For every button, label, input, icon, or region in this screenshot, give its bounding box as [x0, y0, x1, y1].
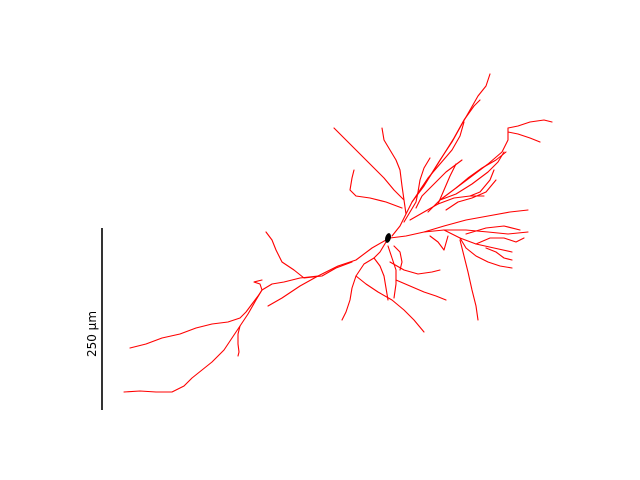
dendrite-right-6 [429, 235, 449, 251]
dendrite-lower-3 [355, 275, 425, 333]
dendrite-upper-7 [427, 119, 553, 213]
dendrite-right-8 [475, 237, 525, 245]
dendrite-upper-6 [419, 121, 465, 191]
dendrite-upper-4 [349, 169, 403, 209]
dendrite-upper-14 [403, 157, 431, 223]
dendrite-upper-15 [437, 163, 457, 205]
dendrite-lower-left-branch-c [123, 289, 263, 393]
dendrite-lower-6 [395, 279, 447, 301]
scale-bar-label: 250 μm [85, 311, 99, 357]
neuron-dendrites [123, 73, 553, 393]
dendrite-upper-11 [415, 159, 463, 209]
dendrite-right-7 [459, 239, 479, 321]
soma [385, 233, 391, 243]
dendrite-upper-8 [439, 151, 505, 201]
dendrite-lower-7 [393, 245, 403, 271]
dendrite-lower-2 [373, 257, 389, 301]
dendrite-right-9 [485, 247, 513, 261]
dendrite-lower-5 [389, 261, 441, 275]
dendrite-right-4 [459, 237, 513, 269]
dendrite-lower-left-main [267, 239, 387, 307]
dendrite-upper-2 [381, 127, 407, 215]
dendrite-upper-12 [409, 195, 485, 221]
dendrite-lower-left-branch-b [129, 275, 319, 349]
dendrite-upper-1 [391, 73, 491, 237]
dendrite-upper-13 [469, 169, 495, 197]
dendrite-upper-9 [455, 151, 507, 189]
dendrite-upper-10 [507, 131, 541, 143]
dendrite-right-1 [389, 209, 529, 239]
dendrite-lower-4 [387, 245, 397, 299]
dendrite-upper-5 [411, 99, 481, 203]
scale-bar: 250 μm [85, 228, 103, 410]
dendrite-right-5 [465, 225, 521, 235]
dendrite-upper-3 [333, 127, 405, 201]
dendrite-lower-left-branch-d [237, 325, 241, 357]
dendrite-upper-16 [445, 179, 497, 211]
dendrite-lower-left-branch-e [253, 279, 263, 291]
dendrite-lower-left-branch-a [265, 231, 353, 279]
